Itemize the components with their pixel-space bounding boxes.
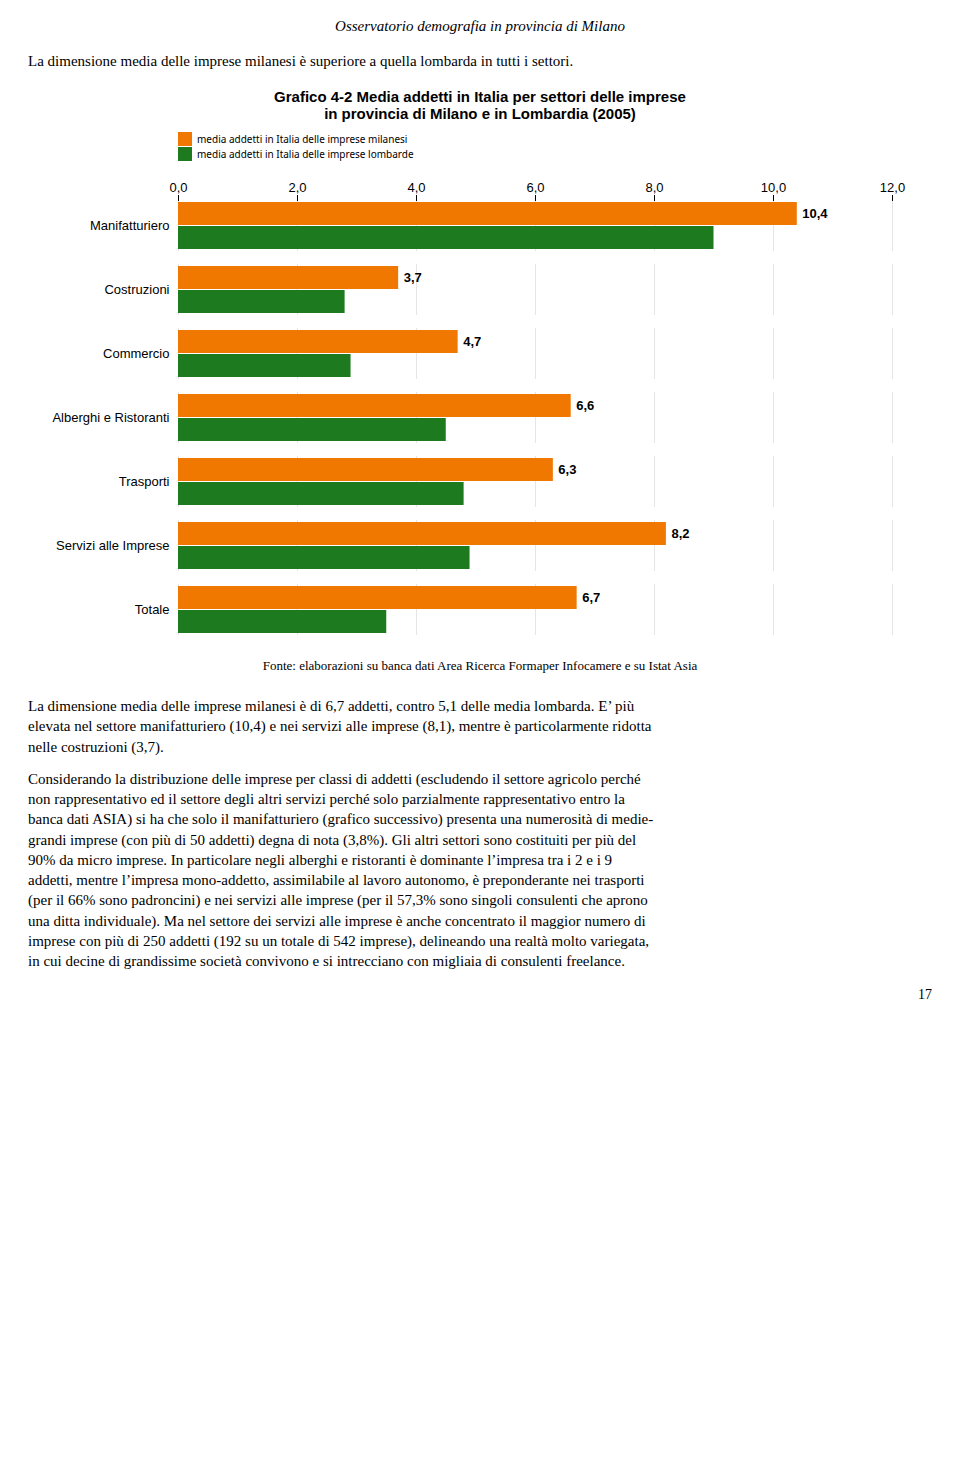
- svg-text:2,0: 2,0: [288, 180, 306, 195]
- svg-text:Trasporti: Trasporti: [119, 474, 170, 489]
- html-text:media addetti in Italia delle: media addetti in Italia delle imprese mi…: [197, 132, 408, 146]
- html-text:La dimensione media delle impr: La dimensione media delle imprese milane…: [28, 698, 635, 714]
- svg-text:Servizi alle Imprese: Servizi alle Imprese: [56, 538, 169, 553]
- html-text:imprese con più di 250 addetti: imprese con più di 250 addetti (192 su u…: [28, 932, 650, 949]
- svg-text:Totale: Totale: [135, 602, 170, 617]
- html-text:Fonte: elaborazioni su banca d: Fonte: elaborazioni su banca dati Area R…: [262, 658, 698, 673]
- svg-text:4,0: 4,0: [407, 180, 425, 195]
- html-text:in provincia di Milano e in Lo: in provincia di Milano e in Lombardia (2…: [324, 105, 636, 122]
- html-text:17: 17: [918, 987, 932, 1003]
- html-text:Osservatorio demografia in pro: Osservatorio demografia in provincia di …: [335, 18, 625, 34]
- svg-text:Costruzioni: Costruzioni: [104, 282, 169, 297]
- html-text:nelle costruzioni (3,7).: nelle costruzioni (3,7).: [28, 738, 164, 755]
- svg-text:Alberghi e Ristoranti: Alberghi e Ristoranti: [52, 410, 169, 425]
- svg-text:10,0: 10,0: [761, 180, 786, 195]
- svg-text:4,7: 4,7: [463, 334, 481, 349]
- html-text:Considerando la distribuzione: Considerando la distribuzione delle impr…: [28, 770, 641, 787]
- html-text:Grafico 4-2 Media addetti in I: Grafico 4-2 Media addetti in Italia per …: [274, 88, 686, 105]
- svg-text:6,7: 6,7: [582, 590, 600, 605]
- html-text:addetti, mentre l’impresa mono: addetti, mentre l’impresa mono-addetto, …: [28, 872, 645, 888]
- html-text:La dimensione media delle impr: La dimensione media delle imprese milane…: [28, 53, 574, 69]
- svg-text:Manifatturiero: Manifatturiero: [90, 218, 169, 233]
- svg-text:3,7: 3,7: [404, 270, 422, 285]
- svg-text:8,0: 8,0: [645, 180, 663, 195]
- svg-text:12,0: 12,0: [880, 180, 905, 195]
- svg-text:10,4: 10,4: [802, 206, 828, 221]
- html-text:in cui decine di grandissime s: in cui decine di grandissime società con…: [28, 953, 625, 969]
- html-text:elevata nel settore manifattur: elevata nel settore manifatturiero (10,4…: [28, 718, 652, 735]
- svg-text:8,2: 8,2: [671, 526, 689, 541]
- svg-text:6,6: 6,6: [576, 398, 594, 413]
- html-text:non rappresentativo ed il sett: non rappresentativo ed il settore degli …: [28, 791, 625, 807]
- html-text:grandi imprese (con più di 50: grandi imprese (con più di 50 addetti) d…: [28, 831, 637, 848]
- svg-text:6,0: 6,0: [526, 180, 544, 195]
- svg-text:Commercio: Commercio: [103, 346, 169, 361]
- html-text:(per il 66% sono padroncini) e: (per il 66% sono padroncini) e nei servi…: [28, 892, 648, 909]
- html-text:banca dati ASIA) si ha che sol: banca dati ASIA) si ha che solo il manif…: [28, 811, 654, 828]
- html-text:media addetti in Italia delle: media addetti in Italia delle imprese lo…: [197, 147, 414, 161]
- svg-text:0,0: 0,0: [169, 180, 187, 195]
- html-text:90% da micro imprese. In parti: 90% da micro imprese. In particolare neg…: [28, 851, 613, 868]
- html-text:una ditta individuale). Ma nel: una ditta individuale). Ma nel settore d…: [28, 912, 646, 929]
- svg-text:6,3: 6,3: [558, 462, 576, 477]
